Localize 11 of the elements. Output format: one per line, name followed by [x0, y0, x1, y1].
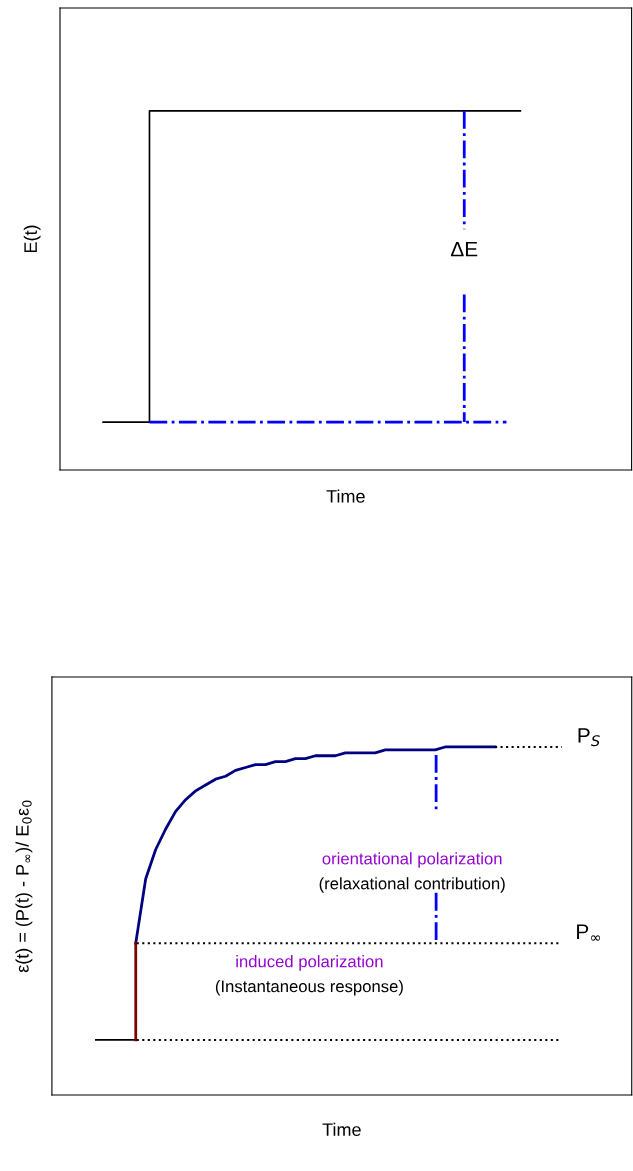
x-axis-title: Time — [326, 489, 365, 503]
annotation: (relaxational contribution) — [319, 877, 505, 893]
annotation: orientational polarization — [322, 852, 502, 868]
y-axis-title: E(t) — [23, 225, 41, 253]
x-axis-title: Time — [322, 1122, 361, 1137]
ref-line-label: P$_{∞}$ — [577, 924, 601, 941]
y-axis-title: ε(t) = (P(t) - P$_{∞}$)/ E$_{0}$ε$_{0}$ — [15, 800, 33, 973]
annotation: (Instantaneous response) — [215, 980, 403, 996]
annotation: ΔE — [450, 242, 478, 257]
annotation: induced polarization — [236, 955, 383, 971]
ref-line-label: P$_{S}$ — [578, 728, 600, 747]
